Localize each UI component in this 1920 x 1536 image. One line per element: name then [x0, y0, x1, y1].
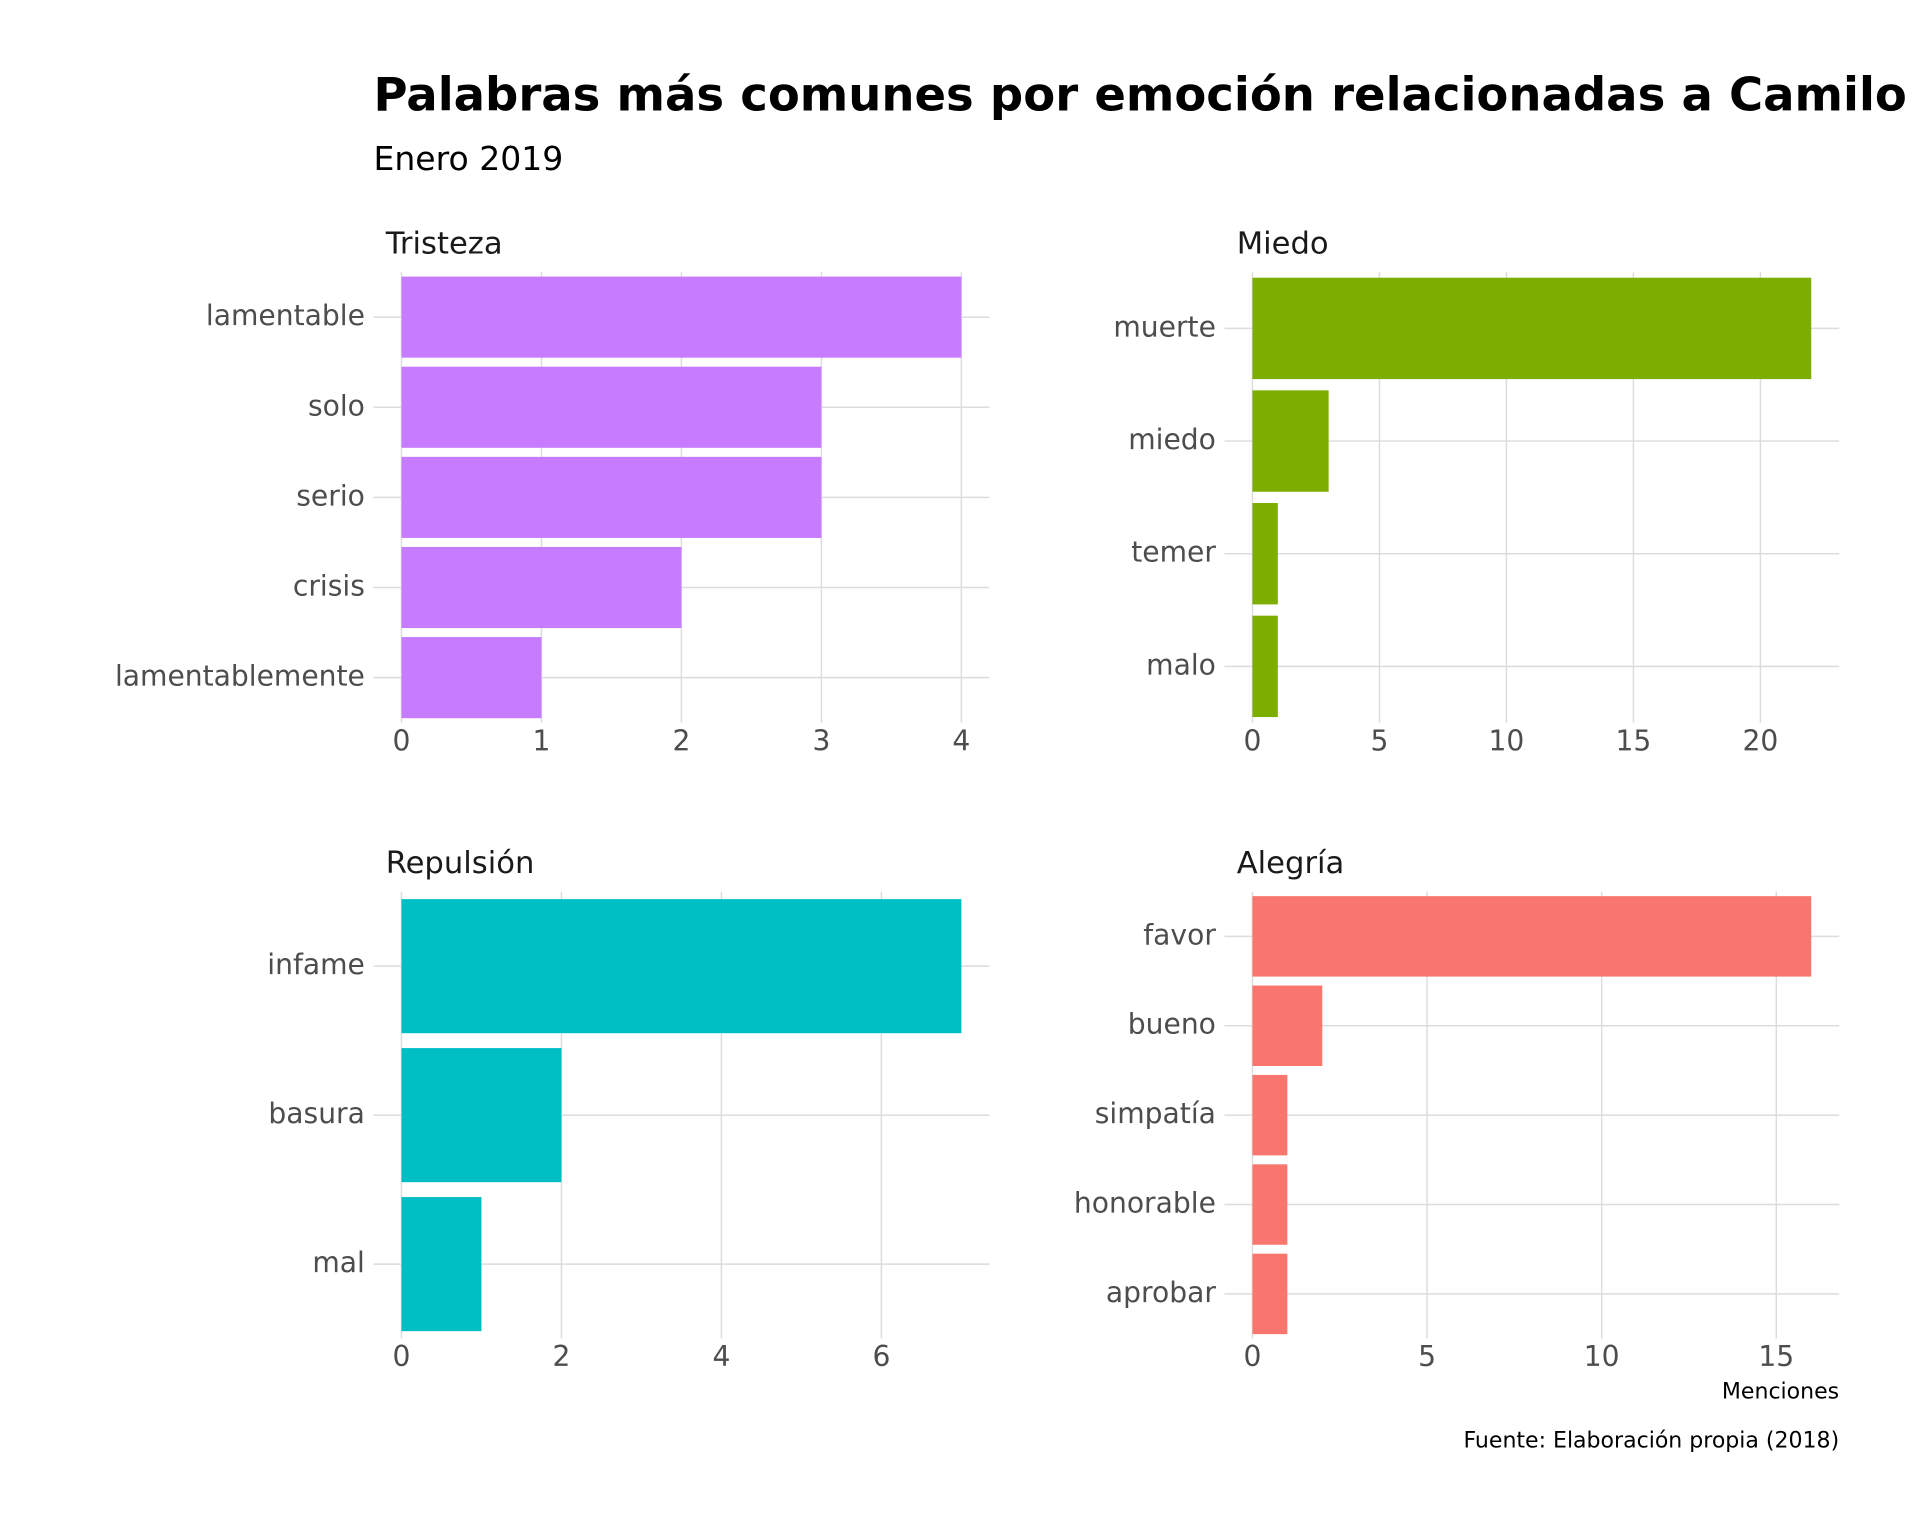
y-tick-label: malo — [1146, 648, 1216, 681]
facet-title: Repulsión — [386, 846, 535, 881]
bar — [1252, 390, 1329, 492]
bar — [401, 456, 822, 538]
bar — [1252, 1164, 1288, 1245]
x-tick-label: 20 — [1743, 724, 1779, 757]
y-tick-label: simpatía — [1095, 1097, 1216, 1130]
x-tick-label: 0 — [393, 724, 411, 757]
x-tick-label: 2 — [552, 1340, 570, 1373]
bar — [1252, 1074, 1288, 1156]
facet-title: Miedo — [1237, 227, 1329, 262]
x-tick-label: 1 — [532, 724, 550, 757]
y-tick-label: lamentablemente — [115, 660, 365, 693]
y-tick-label: infame — [267, 948, 365, 981]
bar — [401, 366, 822, 448]
bar — [401, 637, 542, 719]
bar — [1252, 896, 1812, 977]
y-tick-label: solo — [308, 389, 365, 422]
y-tick-label: serio — [296, 479, 365, 512]
facet-title: Alegría — [1237, 846, 1345, 881]
x-tick-label: 10 — [1584, 1340, 1620, 1373]
bar — [401, 899, 962, 1034]
x-tick-label: 4 — [712, 1340, 730, 1373]
x-tick-label: 15 — [1616, 724, 1652, 757]
x-tick-label: 0 — [1243, 1340, 1261, 1373]
y-tick-label: aprobar — [1106, 1276, 1216, 1309]
bar — [401, 276, 962, 358]
x-tick-label: 5 — [1370, 724, 1388, 757]
y-tick-label: bueno — [1128, 1008, 1216, 1041]
bar — [1252, 1253, 1288, 1335]
y-tick-label: crisis — [293, 570, 365, 603]
bar — [401, 1048, 562, 1183]
y-tick-label: basura — [268, 1097, 364, 1130]
x-tick-label: 0 — [1243, 724, 1261, 757]
y-tick-label: honorable — [1074, 1187, 1216, 1220]
y-tick-label: lamentable — [206, 299, 365, 332]
bar — [401, 546, 682, 629]
x-tick-label: 3 — [812, 724, 830, 757]
caption: Fuente: Elaboración propia (2018) — [1463, 1428, 1839, 1453]
x-tick-label: 15 — [1758, 1340, 1794, 1373]
chart-subtitle: Enero 2019 — [373, 139, 563, 178]
chart-title: Palabras más comunes por emoción relacio… — [373, 68, 1920, 122]
x-tick-label: 6 — [872, 1340, 890, 1373]
y-tick-label: muerte — [1113, 310, 1216, 343]
x-tick-label: 4 — [952, 724, 970, 757]
x-tick-label: 5 — [1418, 1340, 1436, 1373]
bar — [1252, 503, 1278, 605]
y-tick-label: mal — [312, 1246, 365, 1279]
x-axis-label: Menciones — [1722, 1379, 1839, 1404]
y-tick-label: miedo — [1128, 423, 1216, 456]
facet-title: Tristeza — [385, 227, 503, 262]
x-tick-label: 2 — [672, 724, 690, 757]
bar — [1252, 277, 1812, 380]
bar — [1252, 985, 1323, 1066]
x-tick-label: 0 — [393, 1340, 411, 1373]
x-tick-label: 10 — [1489, 724, 1525, 757]
bar — [1252, 615, 1278, 718]
y-tick-label: favor — [1143, 918, 1216, 951]
y-tick-label: temer — [1131, 536, 1216, 569]
bar — [401, 1197, 482, 1332]
